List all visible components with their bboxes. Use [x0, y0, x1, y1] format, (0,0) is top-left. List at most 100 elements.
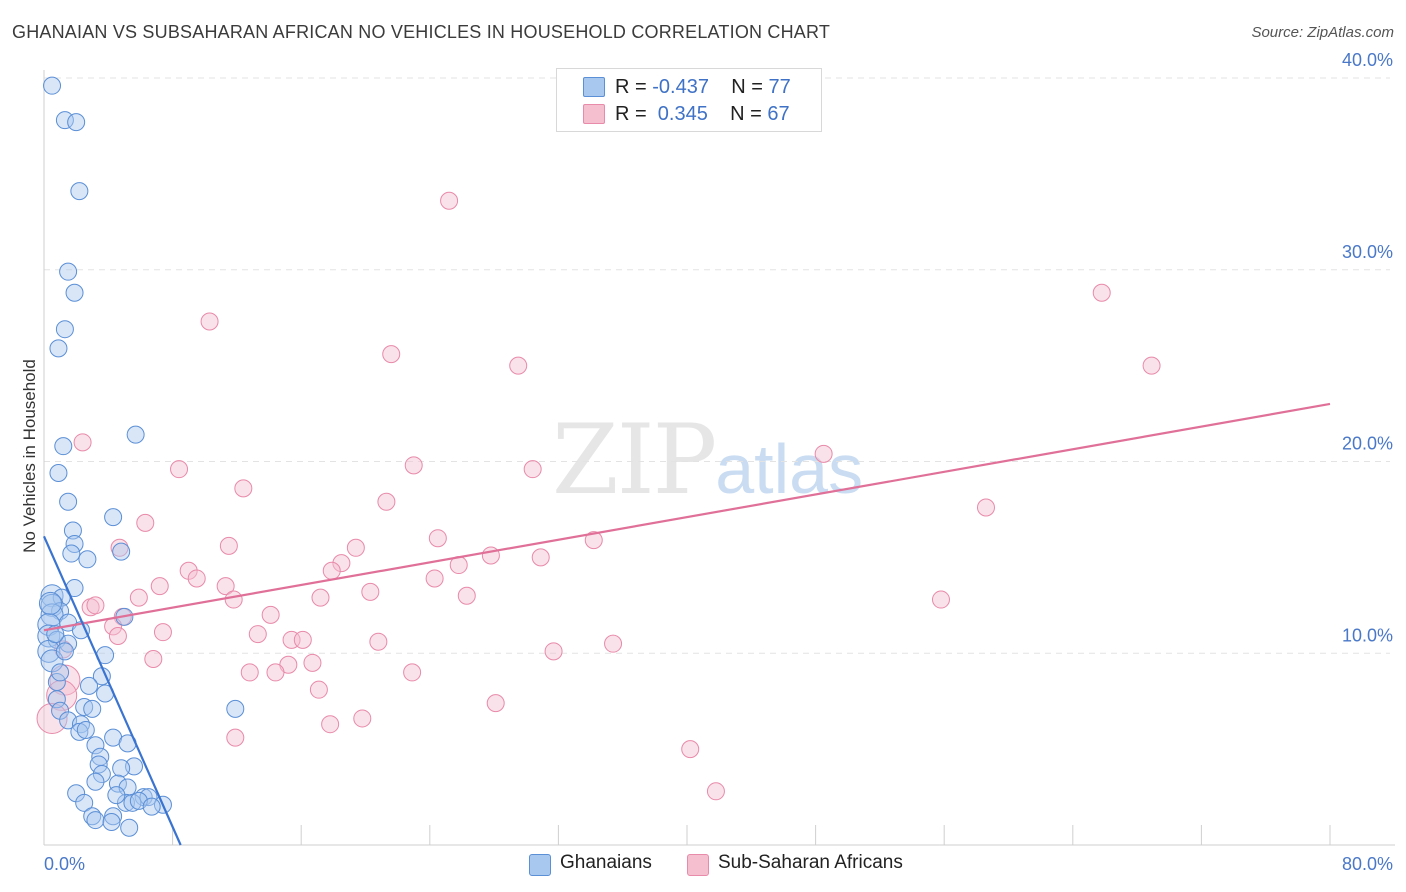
data-point-sub-saharan	[425, 569, 444, 588]
watermark: ZIPatlas	[552, 404, 863, 516]
data-point-sub-saharan	[814, 444, 833, 463]
data-point-ghanaians	[80, 676, 99, 695]
source-label: Source: ZipAtlas.com	[1251, 24, 1394, 41]
trend-line-ghanaians	[42, 535, 182, 846]
legend-r-value: -0.437	[652, 75, 709, 98]
data-point-ghanaians	[51, 663, 70, 682]
data-point-ghanaians	[43, 76, 62, 95]
legend-r-label: R =	[615, 75, 653, 98]
legend-r-label: R =	[615, 102, 653, 125]
data-point-sub-saharan	[382, 345, 401, 364]
legend-swatch-sub-saharan	[687, 854, 709, 876]
data-point-sub-saharan	[361, 582, 380, 601]
legend-r-value: 0.345	[652, 102, 708, 125]
y-tick-label: 10.0%	[1342, 625, 1393, 645]
data-point-sub-saharan	[332, 554, 351, 573]
legend-text-ghanaians: R = -0.437 N = 77	[615, 76, 791, 99]
data-point-ghanaians	[54, 437, 73, 456]
legend-swatch-ghanaians	[529, 854, 551, 876]
data-point-sub-saharan	[322, 561, 341, 580]
data-point-sub-saharan	[234, 479, 253, 498]
data-point-sub-saharan	[369, 632, 388, 651]
data-point-ghanaians	[226, 699, 245, 718]
data-point-sub-saharan	[428, 529, 447, 548]
data-point-ghanaians	[59, 262, 78, 281]
data-point-sub-saharan	[86, 596, 105, 615]
data-point-sub-saharan	[108, 626, 127, 645]
data-point-sub-saharan	[377, 492, 396, 511]
data-point-ghanaians	[65, 534, 84, 553]
data-point-sub-saharan	[509, 356, 528, 375]
data-point-ghanaians	[139, 788, 158, 807]
data-point-sub-saharan	[1142, 356, 1161, 375]
data-point-ghanaians	[49, 464, 68, 483]
legend-label-ghanaians: Ghanaians	[560, 852, 652, 873]
legend-label-sub-saharan: Sub-Saharan Africans	[718, 852, 903, 873]
watermark-zip: ZIP	[552, 404, 717, 516]
data-point-ghanaians	[55, 320, 74, 339]
data-point-sub-saharan	[681, 740, 700, 759]
data-point-ghanaians	[55, 642, 74, 661]
legend-n-value: 77	[768, 75, 791, 98]
legend-swatch-sub-saharan	[583, 104, 605, 124]
data-point-sub-saharan	[226, 728, 245, 747]
data-point-ghanaians	[65, 283, 84, 302]
x-tick-label: 80.0%	[1342, 854, 1393, 874]
data-point-ghanaians	[62, 544, 81, 563]
data-point-sub-saharan	[931, 590, 950, 609]
y-axis-label: No Vehicles in Household	[20, 359, 39, 553]
data-point-sub-saharan	[353, 709, 372, 728]
data-point-sub-saharan	[403, 663, 422, 682]
data-point-ghanaians	[112, 542, 131, 561]
data-point-sub-saharan	[219, 536, 238, 555]
data-point-sub-saharan	[248, 625, 267, 644]
data-point-sub-saharan	[1092, 283, 1111, 302]
data-point-ghanaians	[126, 425, 145, 444]
legend-n-label: N =	[731, 75, 769, 98]
data-point-sub-saharan	[136, 513, 155, 532]
tick-layer: 10.0% 20.0% 30.0% 40.0% 0.0% 80.0%	[44, 50, 1393, 874]
data-point-ghanaians	[75, 793, 94, 812]
data-point-ghanaians	[67, 113, 86, 132]
data-point-sub-saharan	[187, 569, 206, 588]
data-point-ghanaians	[86, 736, 105, 755]
data-point-ghanaians	[78, 550, 97, 569]
legend-text-sub-saharan: R = 0.345 N = 67	[615, 103, 790, 126]
data-point-sub-saharan	[531, 548, 550, 567]
data-point-sub-saharan	[346, 538, 365, 557]
data-point-ghanaians	[71, 715, 90, 734]
data-point-sub-saharan	[309, 680, 328, 699]
y-tick-label: 30.0%	[1342, 242, 1393, 262]
data-point-ghanaians	[55, 111, 74, 130]
grid-layer	[44, 77, 1390, 654]
data-point-ghanaians	[38, 591, 62, 615]
x-tick-label: 0.0%	[44, 854, 85, 874]
data-point-ghanaians	[104, 508, 123, 527]
data-point-sub-saharan	[584, 531, 603, 550]
data-point-ghanaians	[40, 593, 64, 617]
data-point-sub-saharan	[224, 590, 243, 609]
data-point-sub-saharan	[153, 623, 172, 642]
legend-n-label: N =	[730, 102, 768, 125]
data-point-sub-saharan	[129, 588, 148, 607]
data-point-sub-saharan	[523, 460, 542, 479]
data-point-sub-saharan	[150, 577, 169, 596]
chart-title: GHANAIAN VS SUBSAHARAN AFRICAN NO VEHICL…	[12, 22, 831, 42]
data-point-ghanaians	[70, 722, 89, 741]
data-point-sub-saharan	[440, 191, 459, 210]
data-point-sub-saharan	[404, 456, 423, 475]
data-point-ghanaians	[47, 690, 66, 709]
data-point-sub-saharan	[216, 577, 235, 596]
watermark-atlas: atlas	[715, 430, 864, 508]
data-point-ghanaians	[63, 521, 82, 540]
data-point-ghanaians	[102, 812, 121, 831]
data-point-ghanaians	[49, 339, 68, 358]
data-point-sub-saharan	[266, 663, 285, 682]
series-sub-saharan-africans	[36, 109, 1161, 801]
legend-swatch-ghanaians	[583, 77, 605, 97]
legend-n-value: 67	[767, 102, 790, 125]
data-point-ghanaians	[120, 818, 139, 837]
data-point-ghanaians	[142, 797, 161, 816]
data-point-sub-saharan	[321, 715, 340, 734]
data-point-sub-saharan	[240, 663, 259, 682]
